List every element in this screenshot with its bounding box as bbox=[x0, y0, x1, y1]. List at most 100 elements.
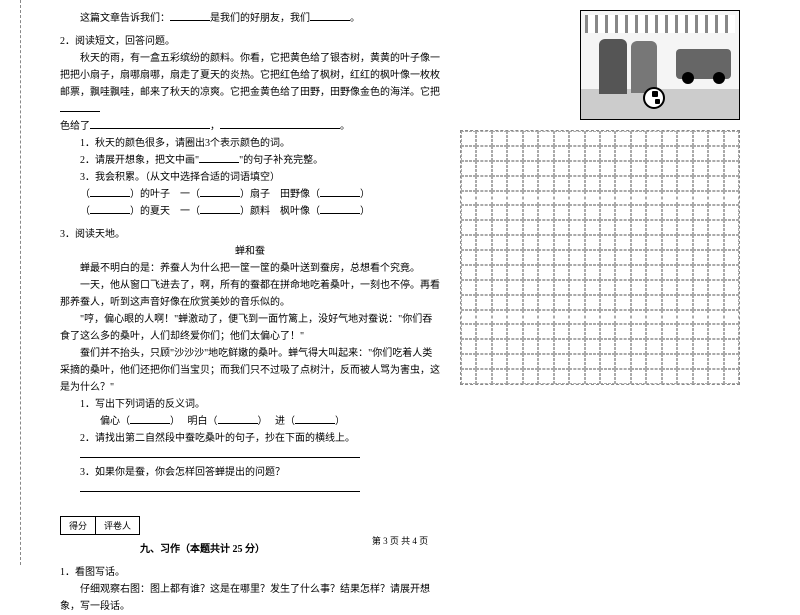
grid-cell bbox=[600, 161, 615, 176]
grid-cell bbox=[461, 176, 476, 191]
grid-cell bbox=[600, 295, 615, 310]
grid-cell bbox=[615, 161, 630, 176]
q2-3: 3．我会积累。（从文中选择合适的词语填空） bbox=[60, 169, 440, 186]
grid-cell bbox=[724, 250, 739, 265]
grid-cell bbox=[693, 339, 708, 354]
grid-cell bbox=[492, 161, 507, 176]
grid-cell bbox=[507, 131, 522, 146]
grid-cell bbox=[631, 220, 646, 235]
grid-cell bbox=[554, 265, 569, 280]
t: （ bbox=[80, 189, 90, 200]
grid-cell bbox=[631, 146, 646, 161]
grid-cell bbox=[585, 339, 600, 354]
grid-cell bbox=[523, 339, 538, 354]
grid-cell bbox=[646, 280, 661, 295]
grid-cell bbox=[646, 146, 661, 161]
grid-cell bbox=[708, 310, 723, 325]
grid-cell bbox=[461, 369, 476, 384]
grid-cell bbox=[507, 161, 522, 176]
sq2: 2．请找出第二自然段中蚕吃桑叶的句子，抄在下面的横线上。 bbox=[60, 430, 440, 447]
grid-cell bbox=[461, 339, 476, 354]
grid-cell bbox=[677, 369, 692, 384]
blank bbox=[295, 415, 335, 424]
grid-cell bbox=[708, 354, 723, 369]
blank bbox=[320, 205, 360, 214]
grid-cell bbox=[569, 250, 584, 265]
blank bbox=[310, 12, 350, 21]
s3: "哼，偏心眼的人啊！"蝉激动了，便飞到一面竹篱上，没好气地对蚕说："你们吞食了这… bbox=[60, 311, 440, 345]
grid-cell bbox=[554, 191, 569, 206]
grid-cell bbox=[615, 146, 630, 161]
grid-cell bbox=[677, 310, 692, 325]
sq2-blank bbox=[60, 447, 440, 464]
fill-row2: （）的夏天 一（）颜料 枫叶像（） bbox=[60, 203, 440, 220]
grid-cell bbox=[554, 280, 569, 295]
grid-cell bbox=[507, 265, 522, 280]
s4: 蚕们并不抬头，只顾"沙沙沙"地吃鲜嫩的桑叶。蝉气得大叫起来："你们吃着人类采摘的… bbox=[60, 345, 440, 396]
grid-cell bbox=[631, 235, 646, 250]
grid-cell bbox=[554, 161, 569, 176]
t: ） bbox=[170, 416, 180, 427]
grid-cell bbox=[492, 324, 507, 339]
grid-cell bbox=[615, 220, 630, 235]
grid-cell bbox=[662, 205, 677, 220]
grid-cell bbox=[523, 235, 538, 250]
grid-cell bbox=[554, 205, 569, 220]
grid-cell bbox=[631, 295, 646, 310]
grid-cell bbox=[615, 339, 630, 354]
car-icon bbox=[676, 49, 731, 79]
grid-cell bbox=[461, 250, 476, 265]
grid-cell bbox=[646, 131, 661, 146]
grid-cell bbox=[677, 235, 692, 250]
grid-cell bbox=[646, 250, 661, 265]
grid-cell bbox=[662, 220, 677, 235]
t: ） bbox=[335, 416, 345, 427]
p2c: ， bbox=[210, 121, 220, 132]
blank bbox=[90, 120, 210, 129]
grid-cell bbox=[724, 295, 739, 310]
grid-cell bbox=[554, 354, 569, 369]
grid-cell bbox=[662, 250, 677, 265]
grid-cell bbox=[615, 176, 630, 191]
blank bbox=[320, 188, 360, 197]
grid-cell bbox=[476, 176, 491, 191]
grid-cell bbox=[538, 250, 553, 265]
grid-cell bbox=[646, 354, 661, 369]
p2b: 色给了 bbox=[60, 121, 90, 132]
grid-cell bbox=[569, 280, 584, 295]
grid-cell bbox=[476, 324, 491, 339]
grid-cell bbox=[631, 205, 646, 220]
grid-cell bbox=[476, 191, 491, 206]
grid-cell bbox=[538, 235, 553, 250]
grid-cell bbox=[492, 354, 507, 369]
grid-cell bbox=[461, 131, 476, 146]
grid-cell bbox=[523, 280, 538, 295]
grid-cell bbox=[585, 369, 600, 384]
grid-cell bbox=[693, 146, 708, 161]
grid-cell bbox=[538, 310, 553, 325]
grid-cell bbox=[585, 354, 600, 369]
blank bbox=[60, 103, 100, 112]
grid-cell bbox=[554, 369, 569, 384]
grid-cell bbox=[507, 295, 522, 310]
blank bbox=[200, 205, 240, 214]
grid-cell bbox=[476, 310, 491, 325]
grid-cell bbox=[507, 176, 522, 191]
grid-cell bbox=[708, 265, 723, 280]
grid-cell bbox=[724, 339, 739, 354]
grid-cell bbox=[538, 191, 553, 206]
grid-cell bbox=[569, 176, 584, 191]
grid-cell bbox=[523, 369, 538, 384]
grid-cell bbox=[615, 235, 630, 250]
soccer-ball-icon bbox=[643, 87, 665, 109]
t: 偏心（ bbox=[100, 416, 130, 427]
grid-cell bbox=[507, 310, 522, 325]
grid-cell bbox=[708, 280, 723, 295]
grid-cell bbox=[585, 280, 600, 295]
grid-cell bbox=[615, 205, 630, 220]
grid-cell bbox=[600, 146, 615, 161]
grid-cell bbox=[662, 146, 677, 161]
grid-cell bbox=[693, 324, 708, 339]
grid-cell bbox=[523, 220, 538, 235]
q2-2a: 2．请展开想象，把文中画" bbox=[80, 155, 199, 166]
